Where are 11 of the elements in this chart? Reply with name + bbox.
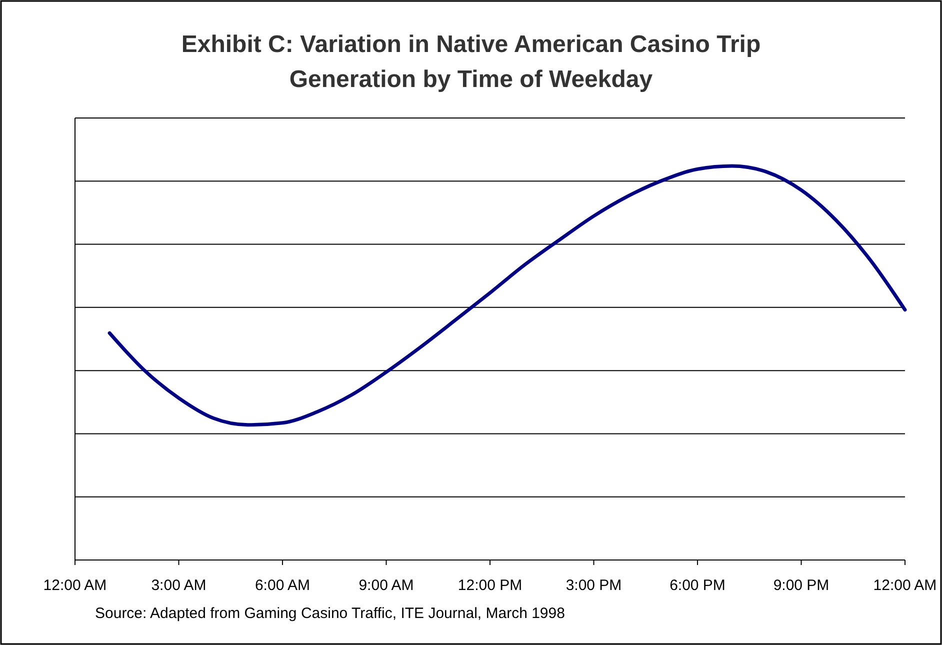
x-tick-label: 12:00 AM bbox=[43, 577, 107, 594]
x-tick-label: 3:00 AM bbox=[151, 577, 206, 594]
x-tick-label: 12:00 PM bbox=[458, 577, 522, 594]
source-note: Source: Adapted from Gaming Casino Traffic, ITE Journal, March 1998 bbox=[95, 605, 565, 622]
x-tick-label: 6:00 PM bbox=[670, 577, 726, 594]
x-tick-label: 9:00 AM bbox=[358, 577, 414, 594]
chart-title: Exhibit C: Variation in Native American Casino Trip Generation by Time of Weekday bbox=[181, 31, 761, 93]
x-tick-label: 9:00 PM bbox=[773, 577, 830, 594]
x-tick-label: 3:00 PM bbox=[566, 577, 622, 594]
x-tick-label: 12:00 AM bbox=[873, 577, 937, 594]
x-tick-label: 6:00 AM bbox=[254, 577, 310, 594]
